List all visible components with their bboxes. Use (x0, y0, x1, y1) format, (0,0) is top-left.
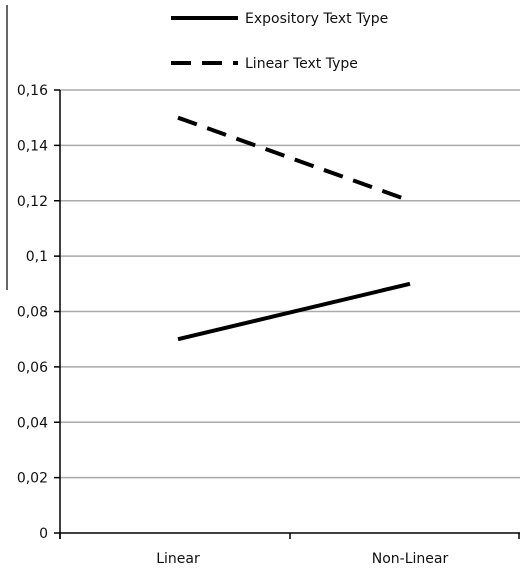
y-tick-label: 0,12 (17, 194, 48, 210)
legend-label: Expository Text Type (245, 11, 388, 27)
x-tick-label: Linear (156, 551, 200, 567)
y-tick-label: 0,02 (17, 471, 48, 487)
y-tick-label: 0,08 (17, 305, 48, 321)
y-tick-label: 0,06 (17, 360, 48, 376)
series-lines (177, 115, 411, 342)
series-line (177, 281, 411, 342)
x-tick-label: Non-Linear (372, 551, 449, 567)
axes: 0 0,02 0,04 0,06 0,08 0,1 0,12 0,14 0,16 Linear No… (6, 5, 520, 567)
y-tick-label: 0 (39, 526, 48, 542)
y-tick-label: 0,04 (17, 415, 48, 431)
legend-label: Linear Text Type (245, 56, 358, 72)
y-tick-label: 0,16 (17, 83, 48, 99)
series-line (177, 115, 411, 203)
y-tick-label: 0,14 (17, 138, 48, 154)
y-tick-label: 0,1 (26, 249, 48, 265)
gridlines (60, 89, 520, 479)
legend: Expository Text Type Linear Text Type (171, 11, 388, 72)
